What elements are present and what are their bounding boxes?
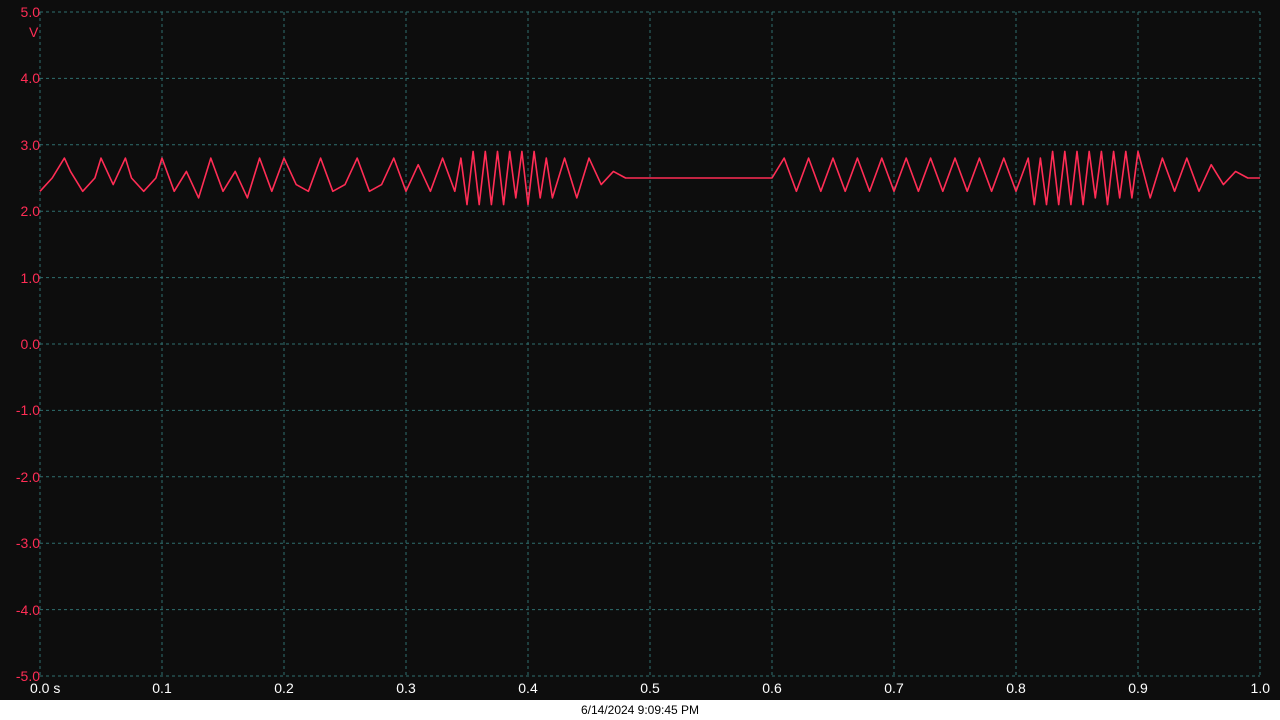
signal-trace — [39, 150, 1260, 206]
y-tick-label: -4.0 — [15, 601, 40, 618]
y-tick-label: -2.0 — [15, 468, 40, 485]
y-tick-label: 0.0 — [20, 336, 40, 352]
y-tick-label: 1.0 — [20, 269, 40, 286]
y-axis-unit: V — [29, 24, 39, 40]
y-tick-label: -3.0 — [15, 535, 40, 552]
plot-area — [39, 11, 1261, 677]
x-tick-label: 0.5 — [640, 680, 660, 696]
x-tick-label: 0.7 — [884, 680, 904, 696]
capture-timestamp: 6/14/2024 9:09:45 PM — [580, 703, 700, 717]
x-tick-label: 0.6 — [762, 680, 782, 696]
footer-bar: 6/14/2024 9:09:45 PM — [0, 700, 1280, 720]
y-tick-label: -5.0 — [15, 668, 40, 684]
y-tick-label: 4.0 — [20, 70, 40, 87]
y-tick-label: 5.0 — [20, 4, 40, 20]
y-tick-label: -1.0 — [15, 402, 40, 419]
y-tick-label: 3.0 — [20, 136, 40, 153]
x-tick-label: 0.2 — [274, 680, 294, 696]
x-tick-label: 1.0 — [1250, 680, 1270, 696]
oscilloscope-display: V 5.0 4.0 3.0 2.0 1.0 0.0 -1.0 -2.0 -3.0 -4.0 -5.0… — [0, 0, 1280, 700]
x-tick-label: 0.9 — [1128, 680, 1148, 696]
x-tick-label: 0.3 — [396, 680, 416, 696]
x-tick-label: 0.0 s — [30, 680, 61, 696]
x-tick-label: 0.8 — [1006, 680, 1026, 696]
x-tick-label: 0.1 — [152, 680, 172, 696]
y-tick-label: 2.0 — [20, 203, 40, 220]
x-tick-label: 0.4 — [518, 680, 538, 696]
